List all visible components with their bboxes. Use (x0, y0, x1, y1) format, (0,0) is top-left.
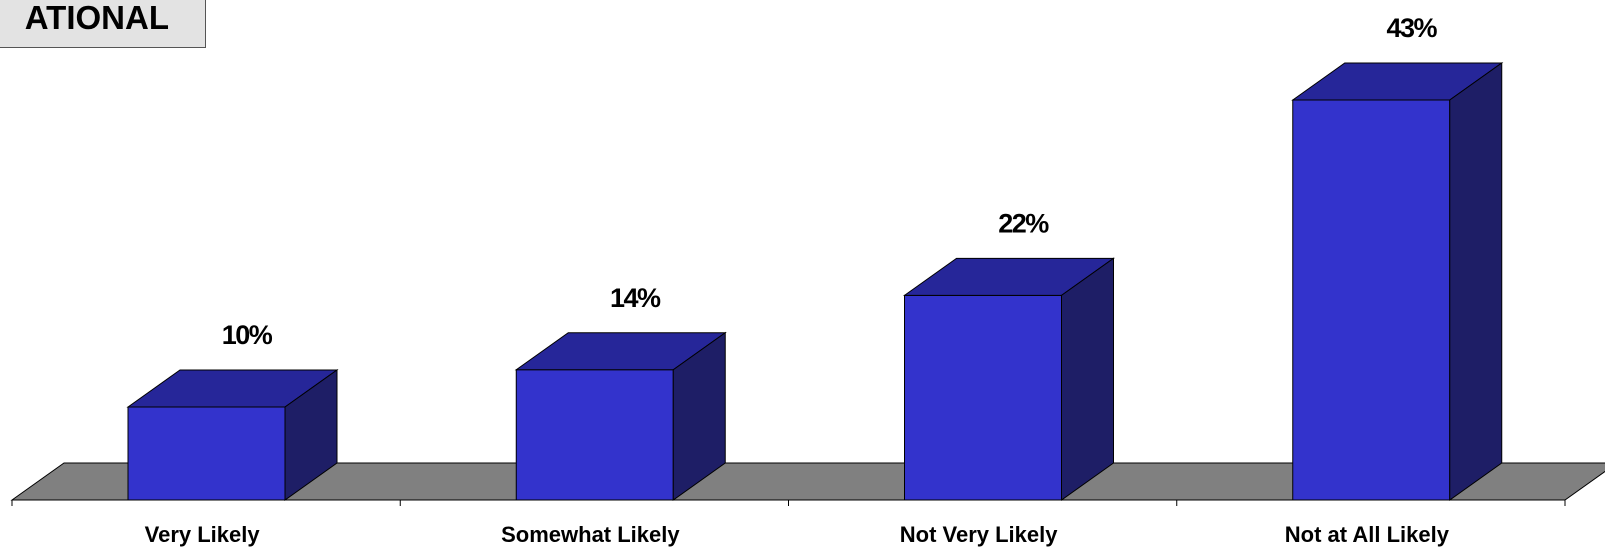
bar-front-face (515, 369, 674, 501)
data-label: 10% (222, 320, 273, 350)
bar-side-face (672, 331, 726, 501)
category-label: Very Likely (145, 522, 261, 547)
bar (902, 257, 1116, 501)
bar-side-face (1061, 257, 1114, 501)
labels-group: 10% Very Likely 14% Somewhat Likely 22% Not V… (145, 13, 1450, 547)
data-label: 22% (998, 208, 1049, 238)
category-label: Not at All Likely (1285, 522, 1450, 547)
bar-front-face (904, 294, 1062, 501)
data-label: 43% (1386, 13, 1437, 43)
category-label: Somewhat Likely (501, 522, 680, 547)
bar (1291, 62, 1504, 501)
data-label: 14% (610, 283, 661, 313)
category-label: Not Very Likely (900, 522, 1059, 547)
bar (126, 369, 339, 501)
bar-front-face (1292, 99, 1451, 501)
bar-front-face (127, 406, 286, 501)
header-label: ATIONAL (0, 0, 206, 48)
bar-side-face (1449, 62, 1503, 501)
bar (514, 331, 727, 501)
bar-side-face (284, 369, 338, 501)
bars-group (126, 62, 1504, 501)
